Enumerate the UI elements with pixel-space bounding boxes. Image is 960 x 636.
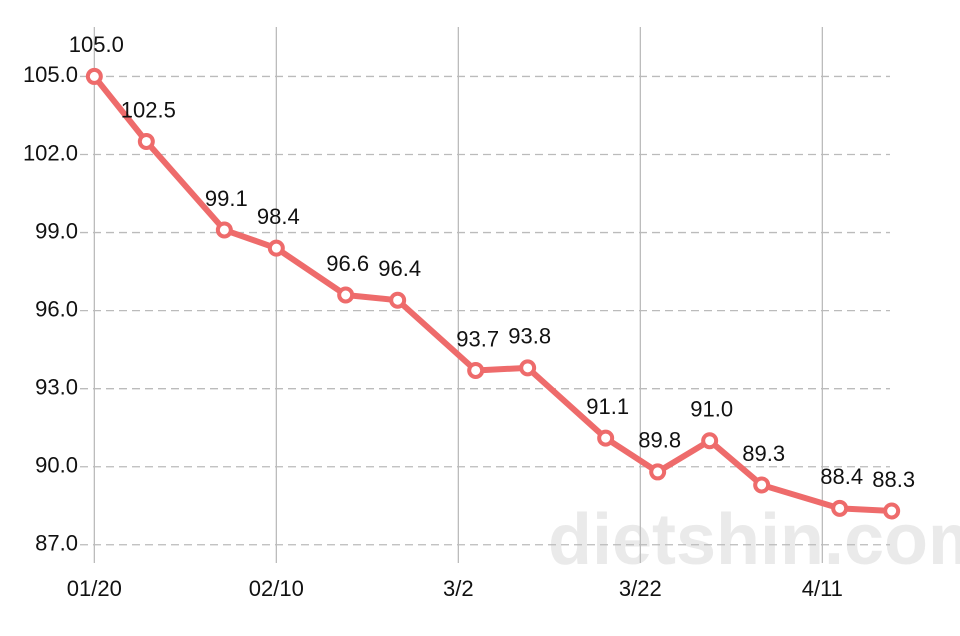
point [337, 286, 355, 304]
point [85, 67, 103, 85]
data-label: 93.7 [456, 326, 499, 351]
data-label: 89.8 [638, 428, 681, 453]
point [831, 499, 849, 517]
point [519, 359, 537, 377]
data-label: 96.6 [326, 251, 369, 276]
data-label: 89.3 [742, 441, 785, 466]
y-tick-label: 96.0 [35, 296, 78, 321]
y-tick-label: 102.0 [23, 140, 78, 165]
data-label: 99.1 [205, 186, 248, 211]
data-label: 91.0 [690, 397, 733, 422]
data-label: 93.8 [508, 324, 551, 349]
x-tick-label: 02/10 [249, 576, 304, 601]
point [649, 463, 667, 481]
point [467, 361, 485, 379]
data-label: 88.4 [820, 464, 863, 489]
point [267, 239, 285, 257]
point [389, 291, 407, 309]
point [753, 476, 771, 494]
y-tick-label: 105.0 [23, 62, 78, 87]
x-tick-label: 01/20 [67, 576, 122, 601]
data-label: 91.1 [586, 394, 629, 419]
data-label: 88.3 [872, 467, 915, 492]
x-tick-label: 4/11 [802, 576, 843, 601]
x-tick-label: 3/2 [443, 576, 474, 601]
point [137, 132, 155, 150]
point [597, 429, 615, 447]
data-label: 105.0 [69, 32, 124, 57]
line [91, 74, 892, 514]
y-tick-label: 93.0 [35, 374, 78, 399]
point [215, 221, 233, 239]
y-tick-label: 90.0 [35, 453, 78, 478]
data-label: 96.4 [378, 256, 421, 281]
point [883, 502, 901, 520]
y-tick-label: 99.0 [35, 218, 78, 243]
x-tick-label: 3/22 [619, 576, 662, 601]
data-label: 102.5 [121, 97, 176, 122]
point [701, 432, 719, 450]
data-label: 98.4 [257, 204, 300, 229]
y-tick-label: 87.0 [35, 531, 78, 556]
